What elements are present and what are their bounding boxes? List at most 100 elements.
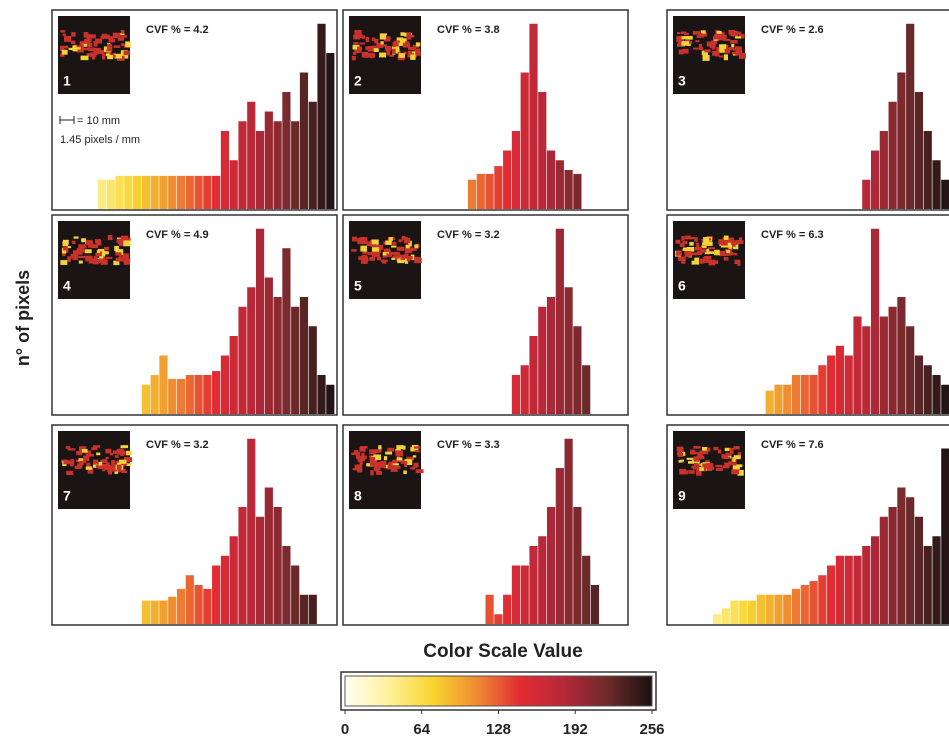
thumbnail-texture <box>725 448 730 451</box>
thumbnail-texture <box>361 261 368 264</box>
thumbnail-texture <box>61 46 69 49</box>
thumbnail-texture <box>394 41 400 43</box>
histogram-bar <box>529 24 537 209</box>
thumbnail-texture <box>115 455 119 458</box>
histogram-bar <box>573 507 581 624</box>
histogram-bar <box>889 307 897 414</box>
histogram-bar <box>556 160 564 209</box>
histogram-bar <box>265 488 273 625</box>
thumbnail-texture <box>719 55 723 57</box>
thumbnail-texture <box>735 46 742 51</box>
panel-annotation: CVF % = 2.6 <box>761 24 824 36</box>
thumbnail-texture <box>83 456 89 461</box>
histogram-bar <box>309 595 317 624</box>
histogram-bar <box>212 566 220 625</box>
thumbnail-texture <box>392 463 399 465</box>
thumbnail-texture <box>729 252 733 255</box>
thumbnail-texture <box>359 42 365 44</box>
thumbnail-texture <box>99 258 102 263</box>
thumbnail-texture <box>372 239 379 244</box>
thumbnail-texture <box>60 30 65 32</box>
thumbnail-texture <box>374 48 379 52</box>
thumbnail-texture <box>366 37 370 42</box>
thumbnail-texture <box>93 445 100 447</box>
histogram-bar <box>486 174 494 209</box>
thumbnail-texture <box>365 46 371 50</box>
thumbnail-texture <box>736 464 742 467</box>
panel-number: 4 <box>63 278 71 294</box>
panel-annotation: CVF % = 3.2 <box>146 439 209 451</box>
histogram-bar <box>915 517 923 624</box>
histogram-bar <box>924 365 932 414</box>
histogram-bar <box>774 385 782 414</box>
thumbnail-texture <box>718 449 721 453</box>
thumbnail-texture <box>123 240 130 246</box>
thumbnail-texture <box>397 457 403 460</box>
histogram-bar <box>503 595 511 624</box>
thumbnail-texture <box>106 35 110 40</box>
histogram-bar <box>168 379 176 414</box>
x-tick-label: 64 <box>413 721 430 738</box>
thumbnail-texture <box>372 38 375 41</box>
thumbnail-texture <box>719 251 726 256</box>
panel-annotation: CVF % = 6.3 <box>761 229 824 241</box>
histogram-bar <box>766 391 774 414</box>
thumbnail-texture <box>396 46 400 52</box>
histogram-bar <box>565 439 573 624</box>
histogram-bar <box>880 317 888 415</box>
panel: 9CVF % = 7.6 <box>667 425 949 625</box>
histogram-bar <box>748 601 756 624</box>
thumbnail-texture <box>67 256 71 262</box>
thumbnail-texture <box>731 44 734 47</box>
thumbnail-texture <box>118 37 124 41</box>
histogram-bar <box>932 375 940 414</box>
thumbnail-texture <box>683 248 690 251</box>
thumbnail-texture <box>723 39 730 41</box>
histogram-bar <box>274 507 282 624</box>
thumbnail-texture <box>694 456 699 461</box>
histogram-bar <box>547 151 555 210</box>
thumbnail-texture <box>410 55 415 60</box>
thumbnail-texture <box>126 451 132 456</box>
thumbnail-texture <box>735 260 740 264</box>
histogram-bar <box>195 375 203 414</box>
thumbnail-texture <box>681 236 684 241</box>
panel: 4CVF % = 4.9 <box>52 215 337 415</box>
histogram-bar <box>203 589 211 624</box>
histogram-bar <box>547 297 555 414</box>
thumbnail-texture <box>79 261 83 264</box>
thumbnail-texture <box>381 44 387 46</box>
thumbnail-texture <box>119 460 127 464</box>
histogram-bar <box>151 375 159 414</box>
histogram-bar <box>247 439 255 624</box>
thumbnail-texture <box>686 36 693 40</box>
histogram-bar <box>203 375 211 414</box>
thumbnail-texture <box>716 468 723 471</box>
histogram-bar <box>159 356 167 415</box>
thumbnail-texture <box>358 459 363 463</box>
thumbnail-texture <box>353 468 359 470</box>
histogram-bar <box>195 176 203 209</box>
thumbnail-texture <box>677 453 683 457</box>
scale-note: 1.45 pixels / mm <box>60 134 140 146</box>
thumbnail-texture <box>375 462 381 466</box>
histogram-bar <box>932 536 940 624</box>
thumbnail-texture <box>85 249 92 253</box>
thumbnail-texture <box>730 40 738 43</box>
histogram-bar <box>845 356 853 415</box>
thumbnail-texture <box>94 41 98 47</box>
thumbnail-texture <box>397 466 401 469</box>
histogram-bar <box>247 287 255 414</box>
histogram-bar <box>941 180 949 209</box>
thumbnail-texture <box>725 464 729 468</box>
histogram-bar <box>924 131 932 209</box>
histogram-bar <box>512 375 520 414</box>
thumbnail-texture <box>694 237 697 242</box>
histogram-bar <box>801 585 809 624</box>
histogram-bar <box>941 449 949 625</box>
thumbnail-texture <box>353 34 360 39</box>
thumbnail-texture <box>78 256 86 258</box>
histogram-bar <box>538 536 546 624</box>
thumbnail-texture <box>68 246 71 248</box>
histogram-bar <box>871 151 879 210</box>
